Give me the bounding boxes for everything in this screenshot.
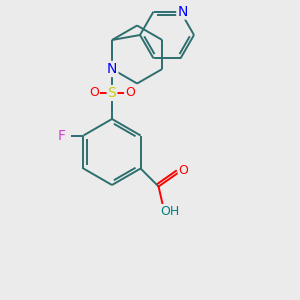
Text: O: O bbox=[178, 164, 188, 177]
Text: O: O bbox=[125, 86, 135, 100]
Text: OH: OH bbox=[160, 205, 179, 218]
Text: N: N bbox=[107, 62, 117, 76]
Text: F: F bbox=[57, 128, 65, 142]
Text: O: O bbox=[89, 86, 99, 100]
Text: N: N bbox=[177, 4, 188, 19]
Text: S: S bbox=[108, 86, 116, 100]
Text: N: N bbox=[107, 62, 117, 76]
